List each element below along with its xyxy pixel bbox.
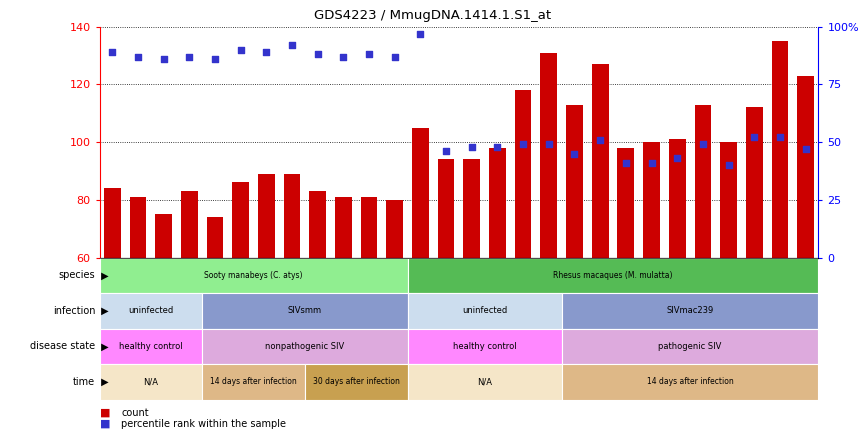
Text: ▶: ▶ xyxy=(98,341,108,351)
Text: healthy control: healthy control xyxy=(120,342,183,351)
Bar xyxy=(669,139,686,258)
Bar xyxy=(203,364,305,400)
Text: species: species xyxy=(59,270,95,280)
Point xyxy=(311,51,325,58)
Point xyxy=(260,48,274,56)
Point xyxy=(721,162,735,169)
Bar xyxy=(305,364,408,400)
Bar xyxy=(562,329,818,364)
Text: uninfected: uninfected xyxy=(128,306,173,315)
Point xyxy=(414,30,428,37)
Bar xyxy=(100,258,408,293)
Bar xyxy=(203,329,408,364)
Bar xyxy=(408,293,562,329)
Text: Sooty manabeys (C. atys): Sooty manabeys (C. atys) xyxy=(204,271,303,280)
Text: disease state: disease state xyxy=(30,341,95,351)
Bar xyxy=(562,364,818,400)
Text: infection: infection xyxy=(53,306,95,316)
Text: ▶: ▶ xyxy=(98,270,108,280)
Bar xyxy=(438,159,455,258)
Point xyxy=(567,150,581,157)
Bar xyxy=(104,188,120,258)
Bar xyxy=(617,148,634,258)
Bar xyxy=(130,197,146,258)
Point xyxy=(337,53,351,60)
Point xyxy=(696,141,710,148)
Bar xyxy=(207,217,223,258)
Text: ▶: ▶ xyxy=(98,377,108,387)
Point xyxy=(439,148,453,155)
Bar xyxy=(643,142,660,258)
Point xyxy=(157,56,171,63)
Point xyxy=(106,48,120,56)
Bar xyxy=(489,148,506,258)
Point xyxy=(490,143,504,150)
Bar xyxy=(566,105,583,258)
Point xyxy=(747,134,761,141)
Bar xyxy=(772,41,788,258)
Point xyxy=(516,141,530,148)
Bar xyxy=(203,293,408,329)
Bar xyxy=(232,182,249,258)
Text: time: time xyxy=(73,377,95,387)
Bar xyxy=(695,105,711,258)
Bar xyxy=(284,174,301,258)
Text: ■: ■ xyxy=(100,408,110,418)
Point xyxy=(798,146,812,153)
Text: N/A: N/A xyxy=(477,377,492,386)
Text: SIVsmm: SIVsmm xyxy=(288,306,322,315)
Bar xyxy=(100,329,203,364)
Point xyxy=(593,136,607,143)
Point xyxy=(183,53,197,60)
Bar xyxy=(721,142,737,258)
Text: nonpathogenic SIV: nonpathogenic SIV xyxy=(265,342,345,351)
Bar xyxy=(408,329,562,364)
Text: ▶: ▶ xyxy=(98,306,108,316)
Text: 14 days after infection: 14 days after infection xyxy=(647,377,734,386)
Text: healthy control: healthy control xyxy=(453,342,516,351)
Bar xyxy=(100,293,203,329)
Bar xyxy=(746,107,763,258)
Point xyxy=(644,159,658,166)
Text: pathogenic SIV: pathogenic SIV xyxy=(658,342,721,351)
Bar xyxy=(514,90,532,258)
Text: count: count xyxy=(121,408,149,418)
Text: ■: ■ xyxy=(100,419,110,429)
Bar xyxy=(361,197,378,258)
Point xyxy=(285,42,299,49)
Bar xyxy=(591,64,609,258)
Bar xyxy=(463,159,480,258)
Bar xyxy=(386,200,404,258)
Point xyxy=(465,143,479,150)
Bar xyxy=(100,364,203,400)
Point xyxy=(234,46,248,53)
Text: Rhesus macaques (M. mulatta): Rhesus macaques (M. mulatta) xyxy=(553,271,673,280)
Bar xyxy=(335,197,352,258)
Bar xyxy=(258,174,275,258)
Text: uninfected: uninfected xyxy=(462,306,507,315)
Text: SIVmac239: SIVmac239 xyxy=(667,306,714,315)
Bar xyxy=(412,128,429,258)
Point xyxy=(773,134,787,141)
Point xyxy=(388,53,402,60)
Bar xyxy=(562,293,818,329)
Text: percentile rank within the sample: percentile rank within the sample xyxy=(121,419,287,429)
Bar xyxy=(798,76,814,258)
Bar xyxy=(408,364,562,400)
Point xyxy=(362,51,376,58)
Point xyxy=(131,53,145,60)
Bar xyxy=(540,53,557,258)
Text: GDS4223 / MmugDNA.1414.1.S1_at: GDS4223 / MmugDNA.1414.1.S1_at xyxy=(314,9,552,22)
Text: 30 days after infection: 30 days after infection xyxy=(313,377,400,386)
Text: 14 days after infection: 14 days after infection xyxy=(210,377,297,386)
Point xyxy=(619,159,633,166)
Bar xyxy=(408,258,818,293)
Point xyxy=(542,141,556,148)
Point xyxy=(670,155,684,162)
Text: N/A: N/A xyxy=(144,377,158,386)
Bar xyxy=(309,191,326,258)
Bar xyxy=(181,191,197,258)
Point xyxy=(208,56,222,63)
Bar xyxy=(155,214,172,258)
